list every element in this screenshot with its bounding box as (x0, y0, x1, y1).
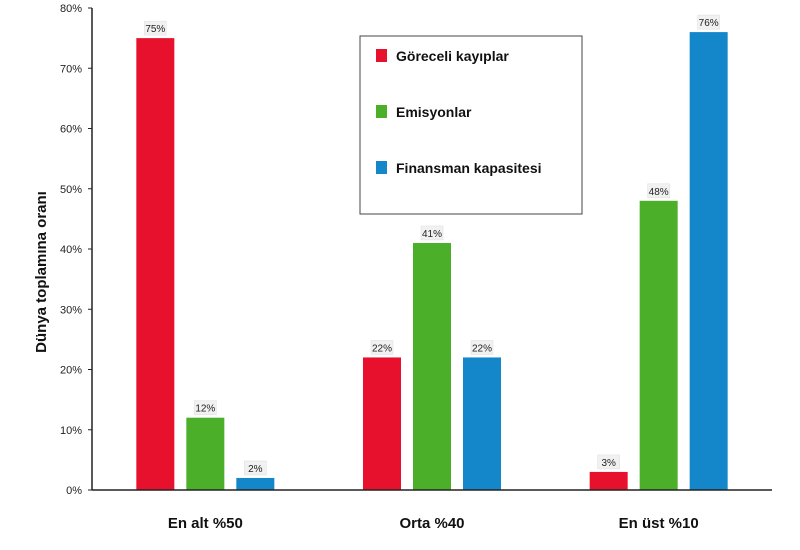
y-axis-label: Dünya toplamına oranı (33, 191, 50, 353)
bar (136, 38, 175, 490)
data-label-bg (697, 14, 720, 30)
data-label-bg (647, 183, 670, 199)
data-label-bg (194, 400, 217, 415)
y-tick-label: 30% (60, 304, 82, 316)
data-label-bg (597, 454, 620, 470)
data-label: 2% (248, 464, 263, 475)
bar (413, 242, 451, 490)
bar (689, 32, 728, 490)
legend-entry: Göreceli kayıplar (396, 48, 509, 64)
y-tick-label: 0% (66, 485, 82, 497)
x-axis: En alt %50 Orta %40 En üst %10 (92, 489, 772, 532)
bar (463, 357, 501, 490)
x-tick-label: En üst %10 (619, 515, 699, 532)
data-label: 12% (195, 404, 215, 415)
legend-swatch (376, 161, 387, 174)
data-label-bg (144, 20, 167, 36)
y-tick-label: 80% (60, 3, 82, 15)
data-label-bg (420, 225, 444, 241)
y-tick-label: 20% (60, 365, 82, 377)
data-labels: 75% 12% 2% 22% 41% 22% 3% 48% 76% (144, 14, 720, 476)
bar (186, 417, 225, 490)
data-label: 41% (422, 229, 442, 240)
legend-entry: Emisyonlar (396, 104, 472, 120)
x-tick-label: Orta %40 (399, 515, 464, 532)
data-label-bg (470, 340, 494, 355)
legend-box (359, 35, 583, 215)
bar (639, 200, 678, 491)
y-tick-label: 40% (60, 244, 82, 256)
data-label: 76% (699, 18, 719, 29)
data-label-bg (370, 340, 394, 355)
y-tick-label: 60% (60, 124, 82, 136)
y-axis: 0% 10% 20% 30% 40% 50% 60% 70% 80% (60, 3, 93, 497)
bar (363, 357, 401, 490)
data-label: 22% (472, 343, 492, 354)
data-label: 3% (601, 458, 616, 469)
bar (589, 471, 628, 490)
data-label: 48% (649, 187, 669, 198)
x-tick-label: En alt %50 (168, 515, 243, 532)
data-label: 22% (372, 343, 392, 354)
data-label: 75% (145, 24, 165, 35)
bar (236, 477, 275, 490)
legend-swatch (376, 49, 387, 62)
legend-swatch (376, 105, 387, 118)
bars (136, 32, 728, 491)
y-tick-label: 70% (60, 63, 82, 75)
legend: Göreceli kayıplar Emisyonlar Finansman kap… (359, 35, 583, 215)
legend-entry: Finansman kapasitesi (396, 160, 542, 176)
y-tick-label: 50% (60, 184, 82, 196)
y-tick-label: 10% (60, 425, 82, 437)
data-label-bg (244, 460, 267, 476)
